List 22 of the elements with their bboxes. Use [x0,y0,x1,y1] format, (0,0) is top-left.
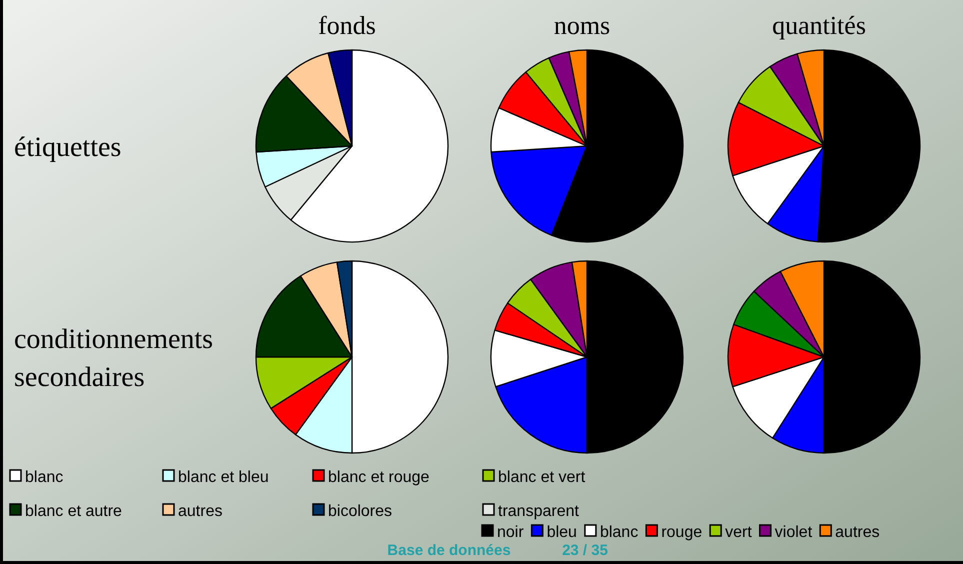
legend-label: autres [835,524,880,541]
text: conditionnements secondaires [14,324,214,393]
text: 23 / 35 [562,542,608,559]
legend-label: blanc et bleu [178,469,269,486]
legend-label: bicolores [328,503,392,520]
legend-label: transparent [498,503,580,520]
legend-label: blanc [25,469,64,486]
legend-label: blanc [600,524,638,541]
legend-label: rouge [661,524,702,541]
text: Base de données [387,542,511,559]
legend-label: blanc et vert [498,469,586,486]
legend-label: blanc et rouge [328,469,430,486]
legend-label: bleu [546,524,577,541]
legend-label: blanc et autre [25,503,122,520]
chart-title: noms [554,11,610,40]
legend-label: violet [774,524,813,541]
chart-title: quantités [772,11,866,40]
legend-label: noir [497,524,524,541]
legend-label: vert [725,524,752,541]
text: étiquettes [14,132,122,163]
chart-title: fonds [318,11,376,40]
legend-label: autres [178,503,222,520]
